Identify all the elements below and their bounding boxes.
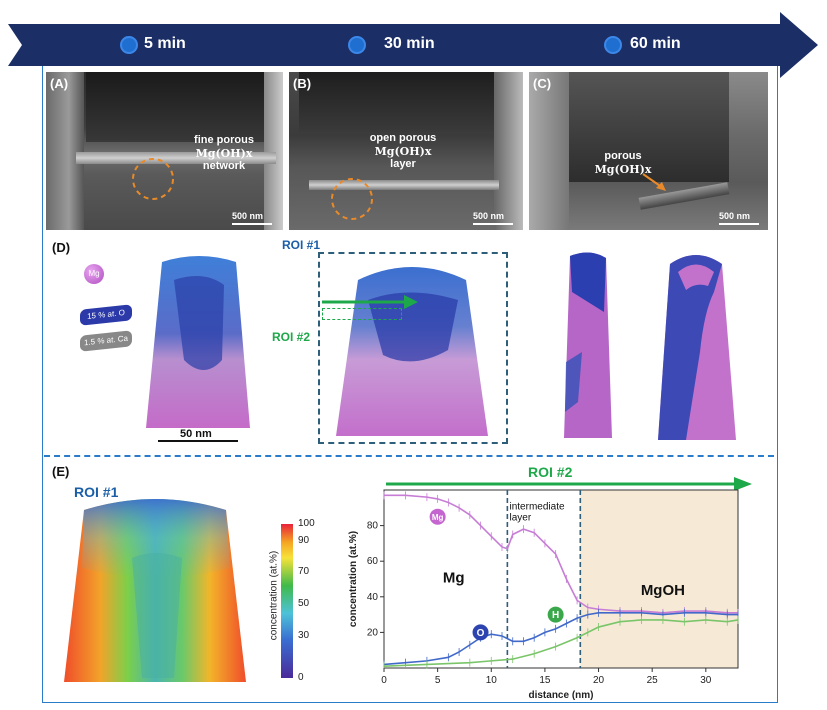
roi2-arrow-d xyxy=(322,295,418,309)
roi2-arrow-e xyxy=(386,477,752,491)
panel-a-label: (A) xyxy=(50,76,69,91)
series-badge-o xyxy=(472,624,489,641)
timeline-arrow xyxy=(8,12,818,78)
concentration-profile-chart: 0 5 10 15 20 25 30 20 40 60 80 distance (nm) concent… xyxy=(348,489,739,701)
x-tick-label: 30 xyxy=(700,675,712,686)
y-axis-label: concentration (at.%) xyxy=(348,531,359,627)
roi1-label-e: ROI #1 xyxy=(74,484,119,500)
y-tick-label: 40 xyxy=(367,592,379,603)
region-label-mgoh: MgOH xyxy=(641,582,685,599)
region-label-intermediate: layer xyxy=(510,513,532,524)
panel-c-annotation: porous Mg(OH)x xyxy=(594,150,652,176)
series-badge-label-mg: Mg xyxy=(432,513,444,522)
panel-e-label: (E) xyxy=(52,464,70,479)
timeline-dot-30min xyxy=(348,36,366,54)
panel-c-scalebar xyxy=(719,223,759,225)
mgoh-region xyxy=(580,490,738,668)
roi2-box-d xyxy=(322,308,402,320)
sem-a-dark-top xyxy=(86,72,283,142)
roi1-label-d: ROI #1 xyxy=(282,238,321,252)
x-axis-label: distance (nm) xyxy=(528,690,593,701)
y-tick-label: 20 xyxy=(367,627,379,638)
sem-a-left-edge xyxy=(46,72,84,230)
panel-b-annotation: open porous Mg(OH)x layer xyxy=(369,132,437,170)
timeline-label-5min: 5 min xyxy=(144,35,186,52)
colorbar-tick-70: 70 xyxy=(298,566,310,577)
panel-d-scalebar xyxy=(158,440,238,442)
apt-tip-3 xyxy=(564,252,612,438)
region-label-intermediate: intermediate xyxy=(510,502,565,513)
roi1-box xyxy=(318,252,508,444)
series-badge-mg xyxy=(429,508,446,525)
colorbar-tick-0: 0 xyxy=(298,672,304,683)
sem-c-left-edge xyxy=(529,72,569,230)
x-tick-label: 0 xyxy=(381,675,387,686)
series-badge-label-h: H xyxy=(552,610,559,621)
sem-b-layer-band xyxy=(309,180,499,190)
roi2-label-e: ROI #2 xyxy=(528,464,573,480)
colorbar xyxy=(281,524,293,678)
y-tick-label: 80 xyxy=(367,521,379,532)
panel-b-scale-label: 500 nm xyxy=(473,211,505,221)
plot-frame xyxy=(383,489,739,669)
sem-b-right-edge xyxy=(494,72,523,230)
x-tick-label: 20 xyxy=(593,675,605,686)
x-tick-label: 15 xyxy=(539,675,551,686)
panel-c-label: (C) xyxy=(533,76,552,91)
timeline-dot-60min xyxy=(604,36,622,54)
timeline-label-60min: 60 min xyxy=(630,35,681,52)
panel-a-scale-label: 500 nm xyxy=(232,211,264,221)
apt-tip-1 xyxy=(146,256,250,428)
mg-legend-dot: Mg xyxy=(84,264,104,284)
timeline-label-30min: 30 min xyxy=(384,35,435,52)
panel-b-label: (B) xyxy=(293,76,312,91)
sem-panel-c: (C) porous Mg(OH)x 500 nm xyxy=(529,72,768,230)
series-badge-label-o: O xyxy=(477,628,485,639)
figure-frame xyxy=(42,66,778,703)
y-tick-label: 60 xyxy=(367,556,379,567)
colorbar-tick-30: 30 xyxy=(298,630,310,641)
panel-a-circle xyxy=(132,158,174,200)
timeline-dot-5min xyxy=(120,36,138,54)
panel-d-scale-label: 50 nm xyxy=(180,428,212,440)
x-tick-label: 25 xyxy=(647,675,659,686)
region-label-mg: Mg xyxy=(443,570,465,587)
apt-tip-4 xyxy=(658,255,736,440)
sem-a-right-edge xyxy=(264,72,283,230)
colorbar-tick-50: 50 xyxy=(298,598,310,609)
x-tick-label: 10 xyxy=(486,675,498,686)
sem-panel-a: (A) fine porous Mg(OH)x network 500 nm xyxy=(46,72,283,230)
sem-a-layer-band xyxy=(76,152,276,164)
roi2-label-d: ROI #2 xyxy=(272,330,311,344)
sem-b-dark-top xyxy=(299,72,499,132)
panel-a-scalebar xyxy=(232,223,272,225)
sem-panel-b: (B) open porous Mg(OH)x layer 500 nm xyxy=(289,72,523,230)
x-tick-label: 5 xyxy=(435,675,441,686)
panel-c-scale-label: 500 nm xyxy=(719,211,751,221)
panel-b-scalebar xyxy=(473,223,513,225)
sem-c-dark-box xyxy=(569,72,729,182)
colorbar-tick-90: 90 xyxy=(298,535,310,546)
series-badge-h xyxy=(547,606,564,623)
roi1-concentration-map xyxy=(64,499,246,682)
panel-c-arrow xyxy=(642,173,666,191)
panel-a-annotation: fine porous Mg(OH)x network xyxy=(194,134,254,172)
apt-tip-2 xyxy=(336,267,488,436)
section-divider xyxy=(44,455,774,457)
panel-d-label: (D) xyxy=(52,240,71,255)
panel-b-circle xyxy=(331,178,373,220)
colorbar-label: concentration (at.%) xyxy=(268,550,280,641)
colorbar-tick-100: 100 xyxy=(298,518,315,529)
